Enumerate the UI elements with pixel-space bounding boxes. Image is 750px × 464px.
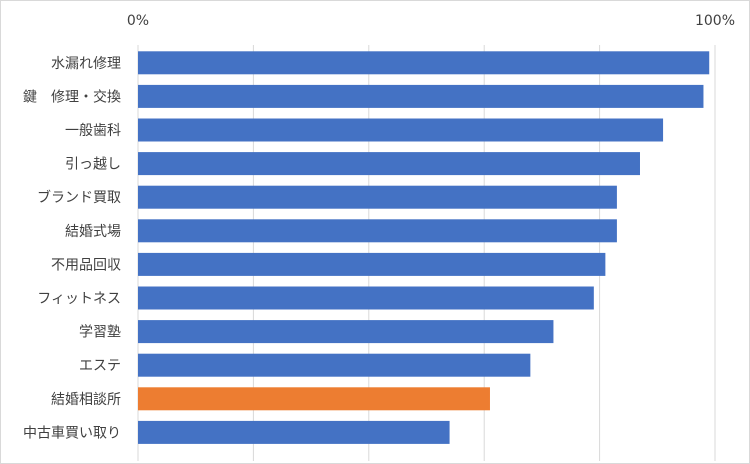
category-label: 学習塾 xyxy=(79,325,121,341)
bar xyxy=(138,219,617,243)
category-label: フィットネス xyxy=(37,291,121,307)
bar xyxy=(138,51,710,75)
category-label: 中古車買い取り xyxy=(23,424,121,441)
bar xyxy=(138,84,704,108)
bar xyxy=(138,320,554,344)
bar xyxy=(138,185,617,209)
category-label: 引っ越し xyxy=(65,157,121,173)
x-tick-label: 0% xyxy=(127,13,149,29)
category-label: エステ xyxy=(79,358,121,374)
bar xyxy=(138,286,594,310)
x-tick-label: 100% xyxy=(695,13,735,29)
category-label: 不用品回収 xyxy=(51,257,121,273)
bar xyxy=(138,152,640,176)
bar xyxy=(138,420,450,444)
category-label: 一般歯科 xyxy=(65,123,121,139)
category-label: 結婚式場 xyxy=(65,224,121,240)
bar xyxy=(138,118,664,142)
bar xyxy=(138,353,531,377)
category-label: 鍵 修理・交換 xyxy=(23,88,121,105)
bar xyxy=(138,387,490,411)
category-label: 結婚相談所 xyxy=(51,392,121,408)
category-label: ブランド買取 xyxy=(37,189,121,206)
category-label: 水漏れ修理 xyxy=(51,56,121,72)
bar xyxy=(138,252,606,276)
